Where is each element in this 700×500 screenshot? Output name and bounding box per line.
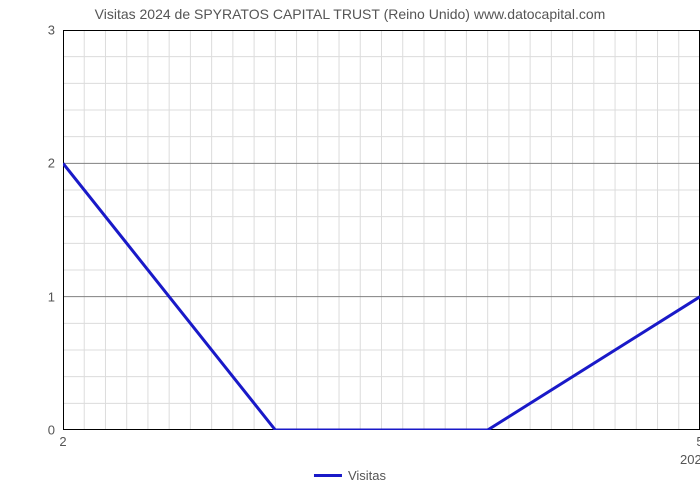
plot-svg — [63, 30, 700, 430]
legend-swatch — [314, 474, 342, 477]
y-tick-label: 1 — [0, 289, 55, 304]
x-tick-label: 5 — [696, 434, 700, 449]
y-tick-label: 0 — [0, 423, 55, 438]
chart-legend: Visitas — [314, 468, 386, 483]
x-tick-label: 2 — [59, 434, 66, 449]
legend-label: Visitas — [348, 468, 386, 483]
chart-title: Visitas 2024 de SPYRATOS CAPITAL TRUST (… — [0, 6, 700, 22]
y-tick-label: 3 — [0, 23, 55, 38]
x-axis-sublabel: 202 — [680, 452, 700, 467]
line-chart: Visitas 2024 de SPYRATOS CAPITAL TRUST (… — [0, 0, 700, 500]
plot-area — [63, 30, 700, 430]
y-tick-label: 2 — [0, 156, 55, 171]
